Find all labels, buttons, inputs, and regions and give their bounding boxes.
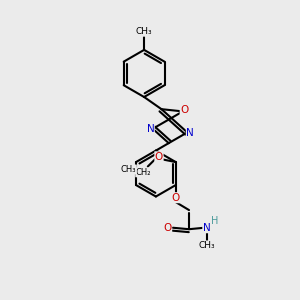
Text: O: O (180, 105, 188, 115)
Text: CH₃: CH₃ (136, 27, 152, 36)
Text: CH₂: CH₂ (136, 168, 151, 177)
Text: CH₃: CH₃ (121, 165, 136, 174)
Text: CH₃: CH₃ (198, 241, 215, 250)
Text: N: N (146, 124, 154, 134)
Text: O: O (155, 152, 163, 162)
Text: O: O (164, 223, 172, 233)
Text: H: H (211, 216, 219, 226)
Text: O: O (172, 193, 180, 203)
Text: N: N (186, 128, 194, 138)
Text: N: N (203, 223, 211, 233)
